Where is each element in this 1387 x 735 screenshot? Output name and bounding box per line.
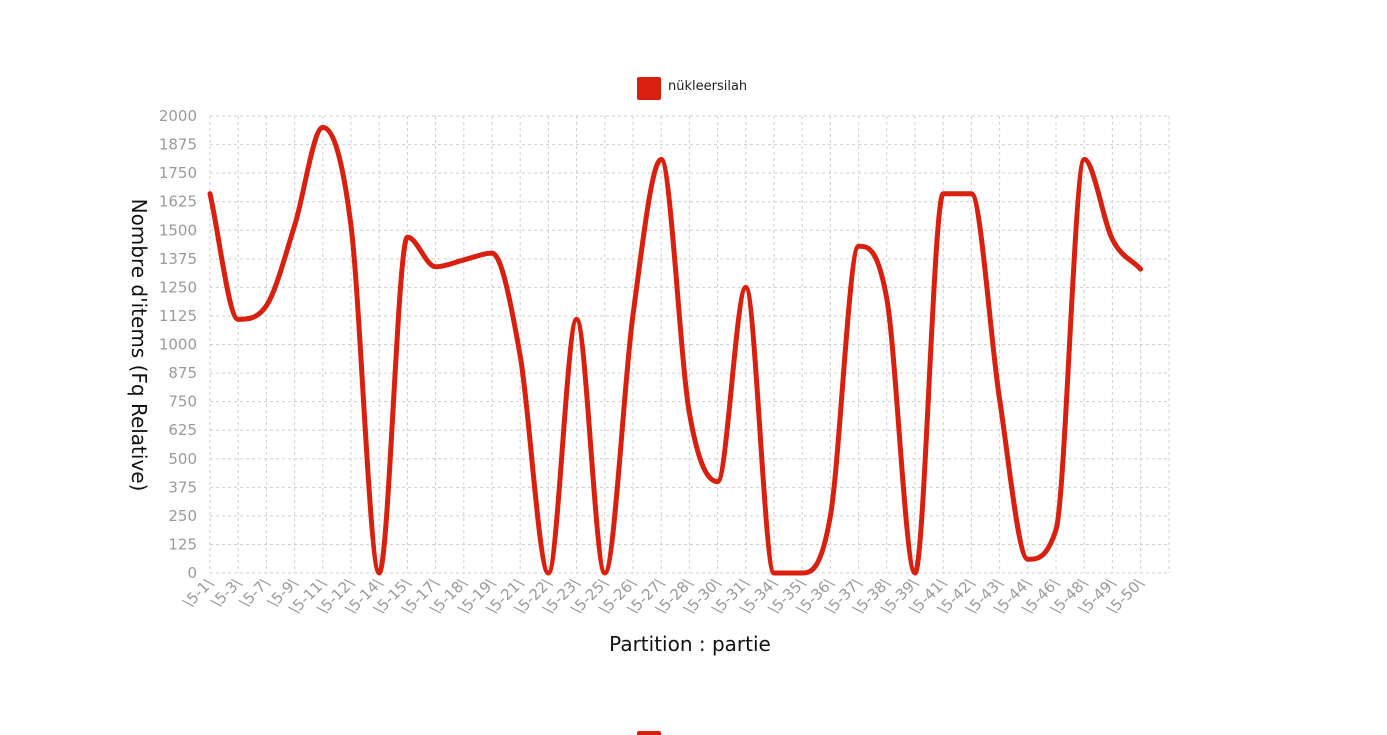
grid xyxy=(209,115,1170,574)
data-point[interactable] xyxy=(460,256,468,264)
data-point[interactable] xyxy=(403,233,411,241)
y-tick-label: 1125 xyxy=(159,307,197,325)
bottom-legend-swatch-partial xyxy=(637,731,661,735)
data-point[interactable] xyxy=(544,569,552,577)
y-tick-label: 1250 xyxy=(159,278,197,296)
y-tick-label: 500 xyxy=(168,450,197,468)
data-point[interactable] xyxy=(234,315,242,323)
data-point[interactable] xyxy=(1080,155,1088,163)
y-tick-label: 875 xyxy=(168,364,197,382)
data-point[interactable] xyxy=(996,395,1004,403)
y-tick-label: 0 xyxy=(187,564,197,582)
x-axis-title: Partition : partie xyxy=(609,632,771,656)
y-tick-label: 1625 xyxy=(159,193,197,211)
x-tick-label: \5-3\ xyxy=(208,573,246,611)
y-tick-label: 1875 xyxy=(159,136,197,154)
data-point[interactable] xyxy=(629,311,637,319)
x-tick-label: \5-7\ xyxy=(236,573,274,611)
legend[interactable]: nükleersilah xyxy=(637,77,747,100)
data-point[interactable] xyxy=(798,569,806,577)
data-point[interactable] xyxy=(573,315,581,323)
data-point[interactable] xyxy=(1108,235,1116,243)
data-point[interactable] xyxy=(375,569,383,577)
series-layer xyxy=(206,123,1145,577)
data-point[interactable] xyxy=(262,302,270,310)
y-axis-title: Nombre d'items (Fq Relative) xyxy=(127,199,151,492)
data-point[interactable] xyxy=(855,242,863,250)
y-tick-label: 1375 xyxy=(159,250,197,268)
legend-label[interactable]: nükleersilah xyxy=(668,79,747,94)
y-tick-label: 1500 xyxy=(159,221,197,239)
data-point[interactable] xyxy=(714,478,722,486)
data-point[interactable] xyxy=(291,222,299,230)
data-point[interactable] xyxy=(967,190,975,198)
data-point[interactable] xyxy=(826,512,834,520)
y-axis-ticks: 0 125 250 375 500 625 750 875 1000 1125 1250 1375 15… xyxy=(159,107,197,582)
data-point[interactable] xyxy=(911,569,919,577)
data-point[interactable] xyxy=(883,295,891,303)
data-point[interactable] xyxy=(601,569,609,577)
data-point[interactable] xyxy=(685,409,693,417)
data-point[interactable] xyxy=(347,222,355,230)
data-point[interactable] xyxy=(939,190,947,198)
x-tick-label: \5-1\ xyxy=(180,573,218,611)
y-tick-label: 125 xyxy=(168,535,197,553)
y-tick-label: 250 xyxy=(168,507,197,525)
y-tick-label: 1000 xyxy=(159,336,197,354)
y-tick-label: 2000 xyxy=(159,107,197,125)
y-tick-label: 625 xyxy=(168,421,197,439)
data-point[interactable] xyxy=(742,283,750,291)
data-point[interactable] xyxy=(770,569,778,577)
data-point[interactable] xyxy=(488,249,496,257)
data-point[interactable] xyxy=(1052,526,1060,534)
data-point[interactable] xyxy=(516,352,524,360)
data-point[interactable] xyxy=(432,263,440,271)
data-point[interactable] xyxy=(1137,265,1145,273)
y-tick-label: 1750 xyxy=(159,164,197,182)
y-tick-label: 375 xyxy=(168,478,197,496)
series-line[interactable] xyxy=(207,124,1144,576)
data-point[interactable] xyxy=(657,155,665,163)
data-point[interactable] xyxy=(1024,555,1032,563)
legend-swatch[interactable] xyxy=(637,77,661,100)
data-point[interactable] xyxy=(206,190,214,198)
x-axis-ticks: \5-1\\5-3\\5-7\\5-9\\5-11\\5-12\\5-14\\5… xyxy=(180,573,1148,618)
data-point[interactable] xyxy=(319,123,327,131)
y-tick-label: 750 xyxy=(168,393,197,411)
